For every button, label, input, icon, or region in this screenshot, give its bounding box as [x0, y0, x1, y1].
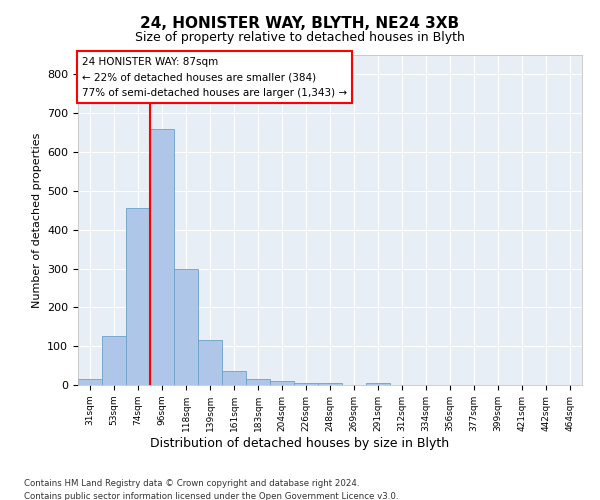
Bar	[102, 336, 126, 385]
Bar	[222, 372, 246, 385]
Bar	[366, 383, 390, 385]
Text: Size of property relative to detached houses in Blyth: Size of property relative to detached ho…	[135, 31, 465, 44]
Text: Distribution of detached houses by size in Blyth: Distribution of detached houses by size …	[151, 438, 449, 450]
Text: Contains public sector information licensed under the Open Government Licence v3: Contains public sector information licen…	[24, 492, 398, 500]
Text: Contains HM Land Registry data © Crown copyright and database right 2024.: Contains HM Land Registry data © Crown c…	[24, 479, 359, 488]
Text: 24, HONISTER WAY, BLYTH, NE24 3XB: 24, HONISTER WAY, BLYTH, NE24 3XB	[140, 16, 460, 31]
Bar	[318, 383, 342, 385]
Bar	[78, 379, 102, 385]
Bar	[174, 268, 198, 385]
Bar	[270, 381, 294, 385]
Bar	[126, 208, 150, 385]
Bar	[246, 379, 270, 385]
Y-axis label: Number of detached properties: Number of detached properties	[32, 132, 41, 308]
Text: 24 HONISTER WAY: 87sqm
← 22% of detached houses are smaller (384)
77% of semi-de: 24 HONISTER WAY: 87sqm ← 22% of detached…	[82, 56, 347, 98]
Bar	[198, 340, 222, 385]
Bar	[150, 129, 174, 385]
Bar	[294, 383, 318, 385]
